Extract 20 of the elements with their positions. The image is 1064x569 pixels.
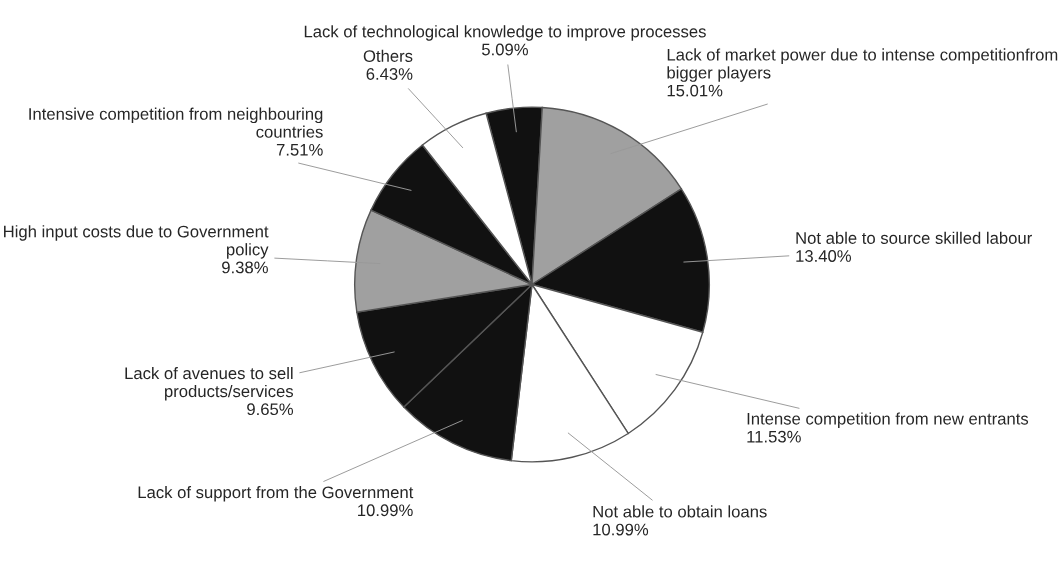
slice-label: Intense competition from new entrants (747, 412, 1029, 428)
data-label: 5.09% (481, 43, 528, 56)
data-label: 6.43% (366, 68, 413, 80)
data-label: 13.40% (796, 250, 852, 262)
data-label: 15.01% (667, 84, 723, 97)
data-label: 9.65% (247, 403, 294, 416)
data-label: 9.38% (222, 261, 268, 274)
slice-label: Lack of technological knowledge to improve processes (304, 25, 706, 41)
slice-label: Lack of support from the Government (138, 485, 414, 502)
slice-label: High input costs due to Government policy (4, 225, 269, 259)
data-label: 7.51% (276, 143, 323, 156)
slice-label: Not able to obtain loans (593, 505, 767, 518)
data-label: 10.99% (593, 523, 649, 536)
slice-label: Lack of market power due to intense competitionfrom bigger players (667, 48, 1058, 82)
data-label: 11.53% (747, 430, 801, 443)
slice-label: Not able to source skilled labour (796, 231, 1032, 244)
slice-label: Intensive competition from neighbouring countries (29, 107, 323, 138)
data-label: 10.99% (358, 504, 413, 517)
slice-label: Others (363, 49, 413, 62)
slice-label: Lack of avenues to sell products/services (125, 366, 294, 401)
